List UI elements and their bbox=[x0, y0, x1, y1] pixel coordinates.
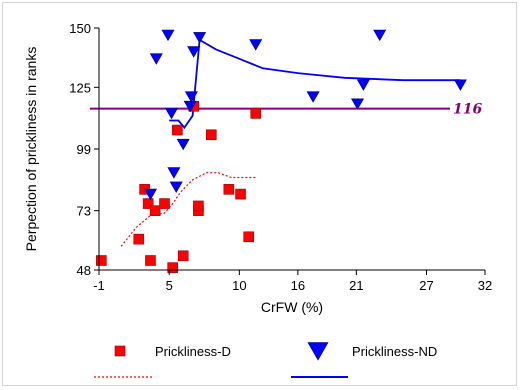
data-point-prickliness-d bbox=[177, 250, 189, 262]
data-point-prickliness-d bbox=[133, 233, 145, 245]
data-point-prickliness-nd bbox=[176, 138, 190, 151]
data-point-prickliness-nd bbox=[167, 167, 181, 179]
data-point-prickliness-d bbox=[159, 198, 170, 209]
data-point-prickliness-nd bbox=[161, 29, 175, 42]
data-point-prickliness-d bbox=[145, 255, 156, 266]
y-tick-label: 48 bbox=[77, 263, 91, 278]
data-point-prickliness-nd bbox=[143, 188, 158, 201]
data-point-prickliness-d bbox=[167, 262, 178, 273]
data-point-prickliness-nd bbox=[187, 46, 201, 58]
data-point-prickliness-d bbox=[223, 184, 235, 195]
legend-label-prickliness-nd: Prickliness-ND bbox=[352, 344, 437, 359]
data-point-prickliness-nd bbox=[249, 39, 263, 51]
data-point-prickliness-nd bbox=[184, 91, 198, 103]
x-tick-label: 16 bbox=[291, 278, 305, 293]
data-point-prickliness-nd bbox=[169, 181, 183, 194]
y-tick-label: 150 bbox=[69, 21, 91, 36]
x-tick-label: 32 bbox=[478, 278, 492, 293]
x-tick-label: 10 bbox=[232, 278, 246, 293]
data-point-prickliness-nd bbox=[356, 79, 370, 91]
data-point-prickliness-nd bbox=[453, 79, 467, 91]
x-tick-label: 27 bbox=[419, 278, 433, 293]
trend-line-prickliness-nd bbox=[169, 38, 461, 130]
legend-label-prickliness-d: Prickliness-D bbox=[155, 344, 231, 359]
y-tick-label: 73 bbox=[77, 204, 91, 219]
y-axis-title: Perpection of prickliness in ranks bbox=[23, 47, 39, 252]
legend-marker-prickliness-nd bbox=[307, 342, 329, 361]
legend-marker-prickliness-d bbox=[114, 345, 126, 357]
data-point-prickliness-d bbox=[193, 200, 204, 212]
y-tick-label: 125 bbox=[69, 80, 91, 95]
data-point-prickliness-d bbox=[172, 124, 183, 136]
data-point-prickliness-d bbox=[243, 231, 255, 243]
data-point-prickliness-d bbox=[235, 188, 246, 200]
data-point-prickliness-d bbox=[149, 205, 161, 216]
data-point-prickliness-nd bbox=[183, 100, 197, 113]
x-axis-title: CrFW (%) bbox=[261, 299, 323, 315]
data-point-prickliness-nd bbox=[306, 91, 320, 103]
data-point-prickliness-d bbox=[142, 198, 154, 209]
y-tick-label: 99 bbox=[77, 142, 91, 157]
data-point-prickliness-d bbox=[96, 255, 107, 266]
data-point-prickliness-nd bbox=[350, 98, 365, 110]
data-point-prickliness-nd bbox=[373, 29, 387, 42]
x-tick-label: -1 bbox=[93, 278, 105, 293]
x-tick-label: 21 bbox=[349, 278, 363, 293]
data-point-prickliness-nd bbox=[164, 108, 179, 120]
x-tick-label: 5 bbox=[166, 278, 173, 293]
trend-line-prickliness-d bbox=[120, 172, 256, 247]
data-point-prickliness-d bbox=[250, 108, 262, 119]
reference-line-label: 116 bbox=[453, 102, 482, 118]
data-point-prickliness-nd bbox=[149, 53, 163, 65]
data-point-prickliness-nd bbox=[193, 32, 207, 44]
data-point-prickliness-d bbox=[205, 129, 217, 141]
